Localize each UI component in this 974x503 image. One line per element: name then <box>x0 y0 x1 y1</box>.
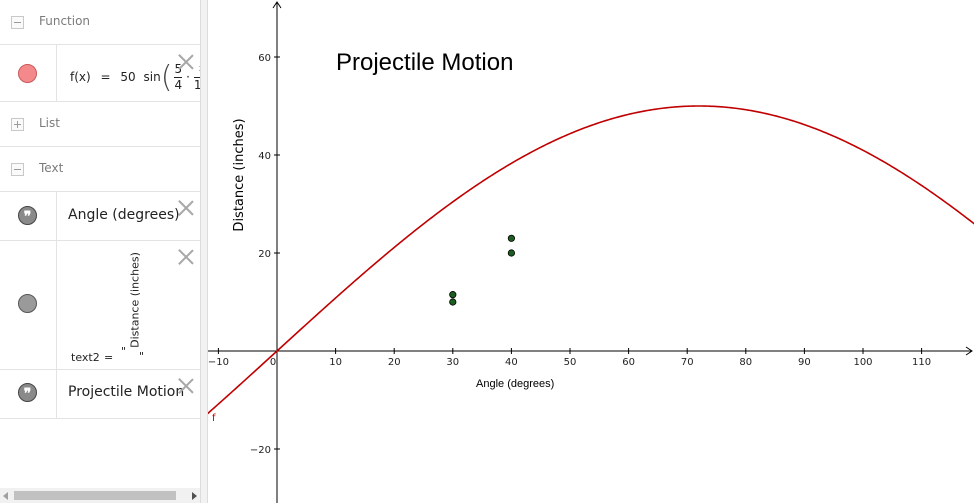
delete-text3-icon[interactable] <box>178 378 194 394</box>
times-dot: · <box>186 70 190 84</box>
x-tick-label: 80 <box>739 357 752 368</box>
category-text-label: Text <box>39 161 64 175</box>
frac-x-pi-num: x π <box>193 62 200 78</box>
collapse-function-toggle[interactable] <box>11 16 24 29</box>
frac-x-pi-den: 180 <box>193 78 200 92</box>
y-axis-arrow-icon <box>272 1 282 9</box>
horizontal-scrollbar[interactable] <box>0 488 200 503</box>
graph-title[interactable]: Projectile Motion <box>336 49 513 76</box>
scroll-right-arrow-icon[interactable] <box>192 492 197 500</box>
delete-text1-icon[interactable] <box>178 200 194 216</box>
frac-x-pi: x π180 <box>193 62 200 93</box>
algebra-view: Function f(x) = 50 sin(54·x π180 List Te… <box>0 0 200 503</box>
text1-marker-cell: ❞ <box>0 192 57 240</box>
y-tick-label: 40 <box>258 151 271 162</box>
text2-visibility-dot[interactable] <box>18 294 37 313</box>
x-tick-label: 70 <box>681 357 694 368</box>
expand-list-toggle[interactable] <box>11 118 24 131</box>
category-list-label: List <box>39 116 60 130</box>
text3-value[interactable]: Projectile Motion <box>68 384 185 400</box>
x-tick-label: 50 <box>564 357 577 368</box>
curve-label-f[interactable]: f <box>212 413 216 424</box>
delete-function-icon[interactable] <box>178 54 194 70</box>
quote-icon[interactable]: ❞ <box>18 383 37 402</box>
x-tick-label: 0 <box>270 357 276 368</box>
data-point[interactable] <box>507 234 515 242</box>
x-axis-arrow-icon <box>965 346 973 356</box>
text2-equals: = <box>104 351 114 364</box>
category-text[interactable]: Text <box>0 147 200 192</box>
function-curve-f[interactable] <box>208 105 974 415</box>
category-function-label: Function <box>39 14 91 28</box>
x-tick-label: 100 <box>853 357 872 368</box>
scroll-thumb[interactable] <box>14 491 176 500</box>
x-tick-label: −10 <box>208 357 229 368</box>
delete-text2-icon[interactable] <box>178 249 194 265</box>
text2-rotated-box: Distance (inches) <box>127 252 143 348</box>
frac-5-4-den: 4 <box>174 78 183 92</box>
text1-row[interactable]: ❞ Angle (degrees) <box>0 192 200 241</box>
collapse-text-toggle[interactable] <box>11 163 24 176</box>
data-point[interactable] <box>507 249 515 257</box>
x-tick-label: 20 <box>388 357 401 368</box>
graphics-view[interactable]: −10 0 10 20 30 40 50 60 70 80 90 100 110 −20 20 40 60 Pr… <box>208 0 974 503</box>
function-sin: sin <box>143 70 161 84</box>
scroll-left-arrow-icon[interactable] <box>3 492 8 500</box>
y-tick-label: −20 <box>250 445 271 456</box>
open-paren: ( <box>160 60 173 95</box>
function-equals: = <box>100 70 111 84</box>
text3-row[interactable]: ❞ Projectile Motion <box>0 370 200 419</box>
x-tick-label: 30 <box>446 357 459 368</box>
x-tick-label: 110 <box>912 357 931 368</box>
x-axis-label[interactable]: Angle (degrees) <box>476 378 554 390</box>
text2-name: text2 <box>71 351 100 364</box>
quote-icon[interactable]: ❞ <box>18 206 37 225</box>
view-splitter[interactable] <box>200 0 208 503</box>
text2-row[interactable]: Distance (inches) text2 = " " <box>0 241 200 370</box>
function-visibility-dot[interactable] <box>18 64 37 83</box>
function-coef: 50 <box>120 70 136 84</box>
graph-canvas[interactable]: −10 0 10 20 30 40 50 60 70 80 90 100 110 −20 20 40 60 Pr… <box>208 0 974 503</box>
y-tick-label: 60 <box>258 53 271 64</box>
data-point[interactable] <box>449 298 457 306</box>
text2-marker-cell <box>0 241 57 369</box>
text2-close-quote: " <box>139 350 145 363</box>
function-row[interactable]: f(x) = 50 sin(54·x π180 <box>0 45 200 102</box>
x-tick-label: 40 <box>505 357 518 368</box>
text2-rotated-value: Distance (inches) <box>128 252 142 348</box>
y-tick-label: 20 <box>258 249 271 260</box>
text2-open-quote: " <box>121 345 127 358</box>
x-tick-label: 10 <box>329 357 342 368</box>
x-tick-label: 60 <box>622 357 635 368</box>
category-function[interactable]: Function <box>0 0 200 45</box>
text1-value[interactable]: Angle (degrees) <box>68 207 180 223</box>
data-point[interactable] <box>449 291 457 299</box>
function-marker-cell <box>0 45 57 101</box>
category-list[interactable]: List <box>0 102 200 147</box>
x-tick-label: 90 <box>798 357 811 368</box>
text3-marker-cell: ❞ <box>0 370 57 418</box>
y-axis-label[interactable]: Distance (inches) <box>232 118 247 231</box>
function-name: f(x) <box>70 70 91 84</box>
